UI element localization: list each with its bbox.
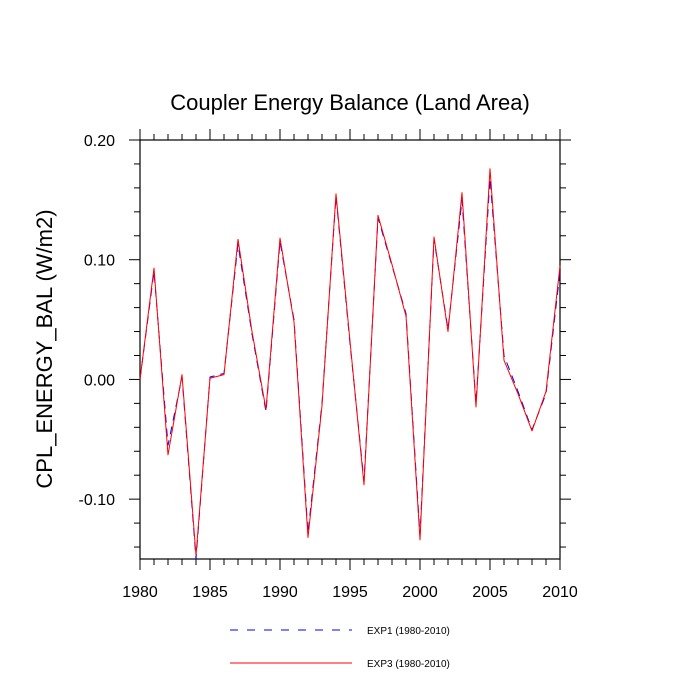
x-tick-label: 2010 xyxy=(542,584,578,601)
legend-label-2: EXP3 (1980-2010) xyxy=(367,659,450,670)
y-axis-label: CPL_ENERGY_BAL (W/m2) xyxy=(32,209,57,488)
series-line-2 xyxy=(139,168,561,556)
y-tick-label: 0.10 xyxy=(84,253,115,270)
series-line-1 xyxy=(139,177,561,560)
chart-title: Coupler Energy Balance (Land Area) xyxy=(170,90,530,115)
legend-label-1: EXP1 (1980-2010) xyxy=(367,626,450,637)
y-tick-label: 0.00 xyxy=(84,372,115,389)
x-tick-label: 2000 xyxy=(402,584,438,601)
x-tick-label: 1980 xyxy=(122,584,158,601)
y-tick-label: 0.20 xyxy=(84,133,115,150)
x-tick-label: 1985 xyxy=(192,584,228,601)
x-tick-label: 1990 xyxy=(262,584,298,601)
x-tick-label: 2005 xyxy=(472,584,508,601)
y-tick-label: -0.10 xyxy=(79,492,116,509)
plot-frame xyxy=(139,139,561,560)
x-tick-label: 1995 xyxy=(332,584,368,601)
